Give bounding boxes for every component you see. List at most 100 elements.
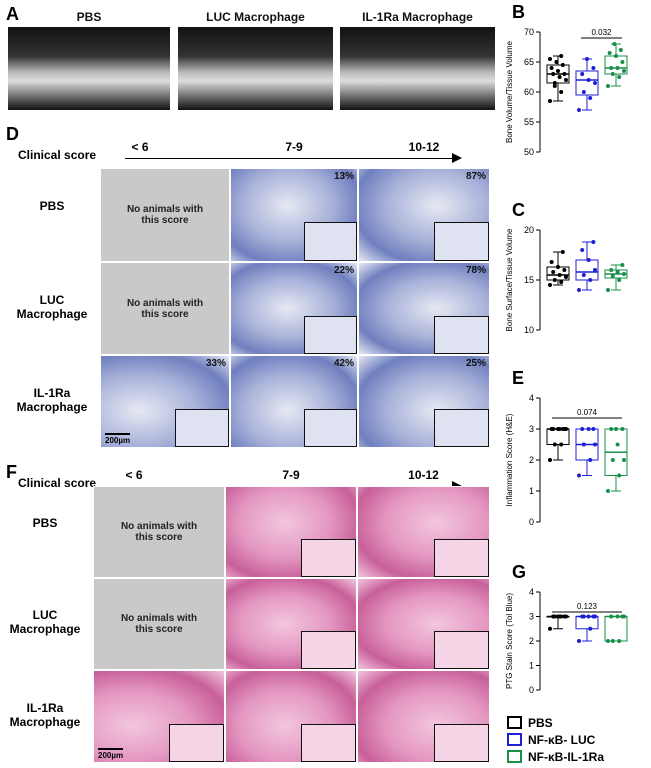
data-point	[620, 60, 625, 64]
box	[575, 70, 599, 96]
inset-image	[434, 315, 489, 354]
inset-image	[433, 631, 489, 669]
data-point	[618, 48, 623, 52]
data-point	[559, 442, 564, 447]
column-label: 10-12	[408, 468, 439, 482]
histology-image: 42%	[230, 355, 358, 448]
legend-label: NF-κB-IL-1Ra	[528, 750, 604, 764]
inset-image	[434, 222, 489, 261]
data-point	[549, 66, 554, 70]
micro-ct-image	[178, 27, 333, 110]
data-point	[617, 639, 622, 643]
data-point	[617, 278, 622, 282]
histology-image	[225, 486, 357, 578]
histology-image: 25%	[358, 355, 490, 448]
data-point	[615, 614, 620, 619]
p-value: 0.123	[577, 602, 598, 611]
data-point	[562, 614, 567, 619]
y-tick-label: 10	[524, 325, 534, 335]
data-point	[588, 626, 593, 631]
panel-label: F	[6, 462, 17, 482]
column-label: 10-12	[408, 140, 440, 154]
histology-image	[357, 670, 490, 763]
data-point	[585, 57, 589, 61]
data-point	[577, 108, 581, 112]
panel-label: B	[512, 2, 525, 22]
row-label: LUC Macrophage	[16, 292, 88, 321]
y-tick-label: 0	[529, 517, 534, 527]
data-point	[606, 489, 610, 493]
histology-image: 33% 200µm	[100, 355, 230, 448]
data-point	[560, 63, 565, 67]
axis-title: Clinical score	[18, 148, 97, 162]
data-point	[586, 614, 591, 619]
inset-image	[304, 222, 357, 261]
legend-swatch	[507, 750, 522, 763]
data-point	[593, 268, 597, 272]
data-point	[564, 275, 568, 279]
data-point	[609, 427, 614, 431]
data-point	[606, 288, 610, 292]
y-tick-label: 0	[529, 685, 534, 695]
data-point	[554, 60, 559, 64]
column-label: < 6	[131, 140, 149, 154]
histology-image: 22%	[230, 262, 358, 355]
data-point	[593, 81, 597, 85]
data-point	[551, 614, 556, 619]
row-label: IL-1Ra Macrophage	[9, 700, 81, 729]
percentage: 87%	[465, 171, 486, 182]
data-point	[614, 427, 618, 431]
inset-image	[169, 723, 224, 762]
scale-bar: 200µm	[98, 748, 124, 760]
data-point	[556, 614, 560, 619]
p-value: 0.032	[591, 28, 612, 37]
data-point	[586, 78, 591, 82]
data-point	[615, 442, 620, 447]
data-point	[610, 72, 615, 76]
row-label: IL-1Ra Macrophage	[16, 385, 88, 414]
data-point	[586, 258, 591, 262]
data-point	[548, 99, 552, 103]
data-point	[564, 78, 568, 82]
histology-image: 200µm	[93, 670, 225, 763]
p-value: 0.074	[577, 408, 598, 417]
data-point	[610, 274, 615, 278]
y-tick-label: 2	[529, 455, 534, 465]
inset-image	[175, 408, 229, 447]
data-point	[588, 458, 593, 462]
data-point	[593, 442, 597, 447]
data-point	[548, 458, 552, 462]
data-point	[548, 57, 552, 61]
data-point	[562, 268, 567, 272]
data-point	[551, 72, 556, 76]
image-title: LUC Macrophage	[206, 10, 305, 24]
data-point	[577, 639, 581, 643]
data-point	[591, 427, 596, 431]
column-label: 7-9	[282, 468, 300, 482]
data-point	[620, 427, 625, 431]
inset-image	[301, 631, 356, 669]
data-point	[620, 263, 625, 267]
data-point	[622, 272, 626, 276]
box	[604, 616, 628, 642]
percentage: 78%	[465, 265, 486, 276]
data-point	[606, 639, 610, 643]
data-point	[622, 69, 626, 73]
y-tick-label: 4	[529, 393, 534, 403]
y-tick-label: 70	[524, 27, 534, 37]
percentage: 33%	[205, 358, 226, 369]
panel-label: D	[6, 124, 19, 144]
micro-ct-image	[340, 27, 495, 110]
data-point	[614, 54, 618, 58]
y-axis-label: Bone Volume/Tissue Volume	[505, 40, 514, 143]
data-point	[580, 427, 585, 431]
percentage: 22%	[333, 265, 354, 276]
data-point	[556, 265, 560, 269]
arrow-head	[452, 153, 462, 163]
panel-label: E	[512, 368, 524, 388]
y-tick-label: 15	[524, 275, 534, 285]
inset-image	[434, 408, 489, 447]
row-label: LUC Macrophage	[9, 608, 81, 636]
data-point	[556, 427, 560, 431]
